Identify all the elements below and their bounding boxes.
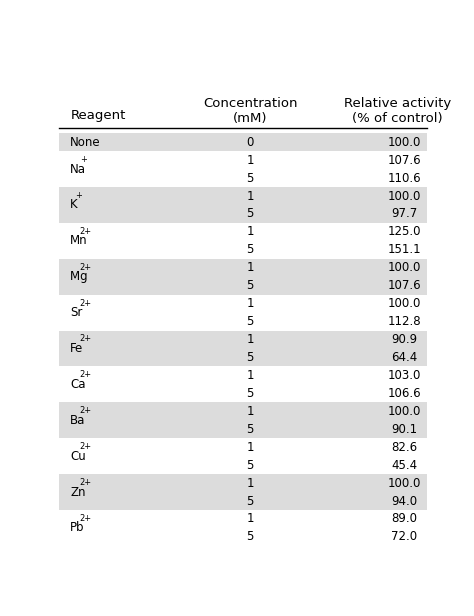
Text: 107.6: 107.6: [388, 279, 421, 292]
Text: 100.0: 100.0: [388, 190, 421, 203]
Text: 151.1: 151.1: [388, 243, 421, 256]
Text: 5: 5: [246, 387, 254, 400]
Text: 2+: 2+: [80, 262, 92, 272]
Text: 5: 5: [246, 351, 254, 364]
Text: 94.0: 94.0: [392, 495, 418, 508]
Text: 5: 5: [246, 172, 254, 185]
Text: Na: Na: [70, 163, 86, 176]
Bar: [59, 402, 427, 438]
Text: 0: 0: [246, 136, 254, 148]
Text: Fe: Fe: [70, 342, 83, 355]
Text: 100.0: 100.0: [388, 297, 421, 310]
Text: Concentration
(mM): Concentration (mM): [203, 97, 298, 124]
Text: 5: 5: [246, 208, 254, 221]
Bar: [59, 133, 427, 151]
Text: 1: 1: [246, 333, 254, 346]
Text: 2+: 2+: [80, 478, 92, 487]
Text: 100.0: 100.0: [388, 261, 421, 274]
Text: 100.0: 100.0: [388, 405, 421, 418]
Text: Mn: Mn: [70, 234, 88, 248]
Text: 2+: 2+: [80, 442, 92, 451]
Text: 90.9: 90.9: [392, 333, 418, 346]
Text: 2+: 2+: [80, 334, 92, 344]
Text: 1: 1: [246, 477, 254, 490]
Text: 45.4: 45.4: [392, 459, 418, 472]
Text: 106.6: 106.6: [388, 387, 421, 400]
Text: 5: 5: [246, 243, 254, 256]
Text: Pb: Pb: [70, 521, 85, 535]
Text: 89.0: 89.0: [392, 513, 418, 525]
Text: 1: 1: [246, 440, 254, 454]
Text: 1: 1: [246, 405, 254, 418]
Text: 1: 1: [246, 369, 254, 382]
Text: 5: 5: [246, 459, 254, 472]
Text: 1: 1: [246, 261, 254, 274]
Text: 112.8: 112.8: [388, 315, 421, 328]
Text: 1: 1: [246, 190, 254, 203]
Text: 107.6: 107.6: [388, 153, 421, 166]
Text: 1: 1: [246, 225, 254, 238]
Text: Cu: Cu: [70, 450, 86, 463]
Text: 5: 5: [246, 530, 254, 543]
Text: Ba: Ba: [70, 414, 86, 427]
Text: 5: 5: [246, 495, 254, 508]
Text: +: +: [80, 155, 87, 164]
Text: None: None: [70, 136, 101, 148]
Text: 5: 5: [246, 423, 254, 436]
Text: 103.0: 103.0: [388, 369, 421, 382]
Text: 2+: 2+: [80, 514, 92, 523]
Text: 64.4: 64.4: [392, 351, 418, 364]
Text: Zn: Zn: [70, 485, 86, 498]
Text: 90.1: 90.1: [392, 423, 418, 436]
Text: 72.0: 72.0: [392, 530, 418, 543]
Text: 5: 5: [246, 315, 254, 328]
Bar: [59, 331, 427, 367]
Text: 1: 1: [246, 153, 254, 166]
Text: 2+: 2+: [80, 407, 92, 415]
Text: Mg: Mg: [70, 270, 91, 283]
Text: 5: 5: [246, 279, 254, 292]
Text: 97.7: 97.7: [392, 208, 418, 221]
Text: 1: 1: [246, 513, 254, 525]
Bar: [59, 474, 427, 510]
Text: 82.6: 82.6: [392, 440, 418, 454]
Text: 100.0: 100.0: [388, 136, 421, 148]
Bar: [59, 259, 427, 294]
Text: Relative activity
(% of control): Relative activity (% of control): [344, 97, 451, 124]
Text: K: K: [70, 198, 78, 211]
Bar: [59, 187, 427, 223]
Text: Sr: Sr: [70, 306, 82, 319]
Text: +: +: [75, 191, 82, 200]
Text: 2+: 2+: [80, 370, 92, 379]
Text: 2+: 2+: [80, 227, 92, 236]
Text: 110.6: 110.6: [388, 172, 421, 185]
Text: Reagent: Reagent: [70, 109, 126, 122]
Text: Ca: Ca: [70, 378, 86, 391]
Text: 2+: 2+: [80, 299, 92, 307]
Text: 1: 1: [246, 297, 254, 310]
Text: 100.0: 100.0: [388, 477, 421, 490]
Text: 125.0: 125.0: [388, 225, 421, 238]
